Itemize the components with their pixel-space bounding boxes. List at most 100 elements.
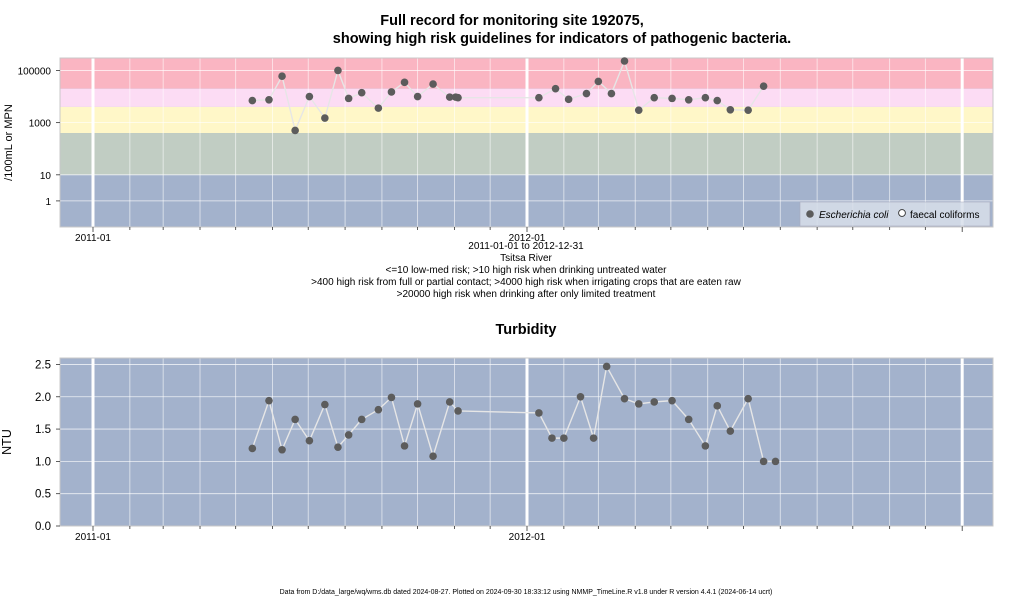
- legend-label-ecoli: Escherichia coli: [819, 210, 889, 221]
- y-axis-label: /100mL or MPN: [3, 104, 15, 181]
- chart-title-line2: showing high risk guidelines for indicat…: [332, 31, 792, 47]
- subtitle-guideline-2: >400 high risk from full or partial cont…: [311, 277, 741, 288]
- data-point: [387, 88, 396, 96]
- y-tick-label: 2.0: [35, 392, 51, 404]
- data-point: [582, 89, 591, 98]
- data-point: [305, 92, 314, 101]
- data-point: [291, 415, 299, 424]
- chart-panel-1: 2011-01 2012-01 0.0 0.5 1.0 1.5 2.0 2.5 NTU Turbi…: [0, 322, 994, 543]
- data-point: [634, 106, 643, 114]
- data-point: [701, 93, 710, 102]
- data-point: [454, 407, 462, 415]
- data-point: [535, 409, 543, 417]
- data-point: [535, 93, 543, 102]
- data-point: [701, 442, 710, 450]
- subtitle-guideline-1: <=10 low-med risk; >10 high risk when dr…: [385, 265, 667, 276]
- y-tick-label: 0.5: [35, 489, 51, 501]
- footer-note: Data from D:/data_large/wq/wms.db dated …: [279, 589, 773, 596]
- data-point: [387, 393, 396, 402]
- legend-box: [799, 201, 991, 227]
- data-point: [744, 106, 752, 114]
- panel-title: Turbidity: [496, 322, 557, 338]
- plot-frame: [59, 57, 994, 228]
- x-tick-label: 2012-01: [509, 532, 546, 543]
- data-point: [429, 452, 437, 461]
- x-tick-label: 2012-01: [509, 233, 546, 244]
- y-axis-label: NTU: [0, 429, 14, 455]
- data-point: [548, 434, 556, 442]
- data-point: [668, 94, 676, 103]
- data-point: [357, 88, 366, 97]
- y-tick-label: 0.0: [35, 521, 51, 533]
- data-point: [334, 66, 342, 75]
- data-point: [650, 93, 659, 102]
- data-point: [445, 93, 454, 101]
- plot-frame: [59, 357, 994, 527]
- data-point: [334, 443, 342, 451]
- y-tick-label: 10: [40, 171, 52, 182]
- data-point: [551, 84, 560, 93]
- y-tick-label: 1.0: [35, 456, 51, 468]
- data-point: [771, 457, 780, 466]
- data-point: [265, 396, 273, 405]
- data-point: [344, 431, 353, 439]
- data-point: [445, 398, 454, 406]
- legend-marker-open: [898, 209, 906, 217]
- data-point: [726, 106, 735, 114]
- x-tick-label: 2011-01: [75, 532, 111, 543]
- chart-panel-0: 2011-01 2012-01 1 10 1000 100000/100mL or MPN…: [3, 57, 994, 244]
- data-point: [429, 80, 437, 88]
- data-point: [321, 400, 329, 409]
- legend-marker-filled: [806, 210, 814, 218]
- data-point: [607, 89, 616, 98]
- data-point: [278, 445, 286, 454]
- data-point: [265, 96, 273, 104]
- y-tick-label: 100000: [18, 66, 52, 77]
- data-point: [413, 400, 422, 408]
- y-tick-label: 1: [45, 197, 51, 208]
- data-point: [248, 96, 257, 105]
- data-point: [589, 434, 598, 442]
- data-point: [305, 436, 314, 445]
- data-point: [321, 114, 329, 122]
- data-point: [684, 96, 693, 104]
- data-point: [759, 82, 768, 90]
- data-point: [594, 77, 603, 86]
- y-tick-label: 2.5: [35, 359, 51, 371]
- data-point: [620, 57, 629, 65]
- chart-title-line1: Full record for monitoring site 192075,: [380, 13, 644, 29]
- data-point: [634, 400, 643, 408]
- data-point: [713, 402, 722, 410]
- data-point: [357, 415, 366, 424]
- subtitle-date-range: 2011-01-01 to 2012-12-31: [468, 241, 584, 252]
- y-tick-label: 1000: [29, 119, 52, 130]
- data-point: [344, 94, 353, 103]
- data-point: [602, 362, 611, 371]
- data-point: [374, 104, 383, 112]
- data-point: [278, 72, 286, 81]
- legend-label-faecal: faecal coliforms: [910, 210, 979, 221]
- data-point: [248, 444, 257, 453]
- data-point: [684, 415, 693, 424]
- data-point: [650, 398, 659, 406]
- data-point: [374, 405, 383, 414]
- data-point: [560, 434, 568, 442]
- subtitle-guideline-3: >20000 high risk when drinking after onl…: [396, 289, 656, 300]
- y-tick-label: 1.5: [35, 424, 51, 436]
- data-point: [726, 427, 735, 435]
- data-point: [713, 96, 722, 105]
- data-point: [576, 392, 585, 401]
- data-point: [400, 442, 409, 450]
- data-point: [668, 396, 676, 405]
- data-point: [744, 394, 752, 403]
- data-point: [759, 457, 768, 466]
- legend: Escherichia coli faecal coliforms: [799, 201, 991, 227]
- subtitle-river: Tsitsa River: [500, 253, 552, 264]
- data-point: [454, 93, 462, 102]
- data-point: [620, 394, 629, 403]
- data-point: [400, 78, 409, 87]
- x-tick-label: 2011-01: [75, 233, 111, 244]
- data-point: [291, 126, 299, 135]
